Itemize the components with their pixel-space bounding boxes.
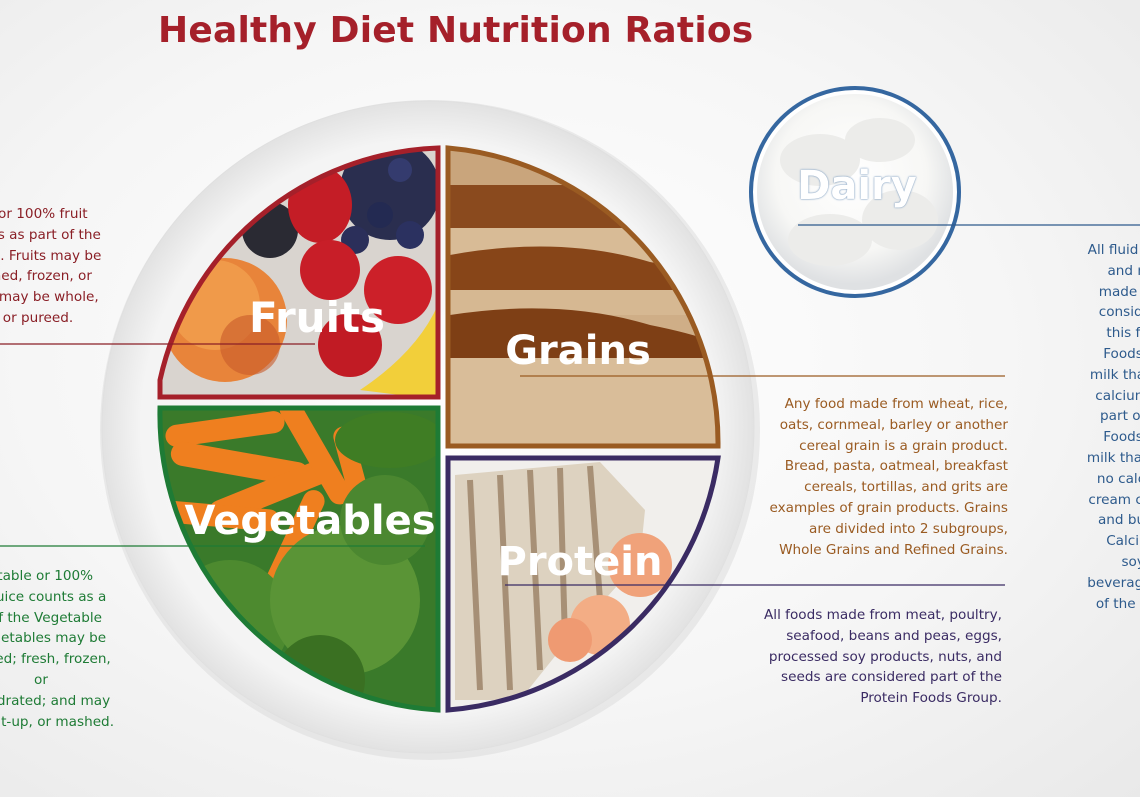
dairy-description-line: Foods ma bbox=[1103, 429, 1140, 446]
vegetables-description-line: or bbox=[34, 671, 48, 688]
dairy-description-line: beverage) is a bbox=[1087, 574, 1140, 591]
vegetables-description-line: ehydrated; and may bbox=[0, 692, 111, 709]
grains-description-line: Whole Grains and Refined Grains. bbox=[779, 541, 1008, 558]
vegetables-description: etable or 100% le juice counts as a r of t… bbox=[0, 566, 152, 732]
grains-label: Grains bbox=[505, 328, 651, 374]
dairy-description-line: and mar bbox=[1107, 262, 1140, 279]
vegetables-description-line: r of the Vegetable bbox=[0, 609, 102, 626]
dairy-description-line: milk that reta bbox=[1089, 366, 1140, 383]
protein-description-line: All foods made from meat, poultry, bbox=[764, 607, 1002, 623]
vegetables-description-line: e, cut-up, or mashed. bbox=[0, 713, 115, 730]
fruits-description-line: nd may be whole, bbox=[0, 289, 99, 306]
dairy-description-line: of the Dairy bbox=[1095, 595, 1140, 612]
vegetables-description-line: etable or 100% bbox=[0, 568, 94, 584]
leader-lines bbox=[0, 224, 1140, 586]
grains-description-line: cereal grain is a grain product. bbox=[799, 437, 1008, 454]
dairy-description-line: Foods ma bbox=[1103, 345, 1140, 362]
protein-description-line: Protein Foods Group. bbox=[860, 690, 1002, 707]
page-title: Healthy Diet Nutrition Ratios bbox=[158, 10, 754, 51]
grains-description-line: examples of grain products. Grains bbox=[769, 499, 1008, 516]
vegetables-description-line: Vegetables may be bbox=[0, 630, 107, 647]
dairy-description-line: All fluid milk p bbox=[1087, 242, 1140, 258]
dairy-description-line: milk that have bbox=[1086, 449, 1140, 466]
grains-description-line: Any food made from wheat, rice, bbox=[784, 396, 1008, 412]
dairy-description-line: cream cheese bbox=[1088, 491, 1140, 508]
vegetables-description-line: le juice counts as a bbox=[0, 588, 107, 605]
grains-description-line: Bread, pasta, oatmeal, breakfast bbox=[784, 458, 1008, 475]
protein-description-line: processed soy products, nuts, and bbox=[768, 648, 1002, 665]
fruits-description-line: t or 100% fruit bbox=[0, 206, 88, 222]
fruits-description-line: oup. Fruits may be bbox=[0, 247, 102, 264]
dairy-description-line: this food bbox=[1106, 325, 1140, 342]
grains-description-line: are divided into 2 subgroups, bbox=[808, 520, 1008, 537]
protein-description-line: seafood, beans and peas, eggs, bbox=[786, 627, 1002, 644]
grains-description-line: oats, cornmeal, barley or another bbox=[779, 416, 1008, 433]
fruits-label: Fruits bbox=[249, 293, 385, 342]
dairy-description-line: and butter, bbox=[1097, 512, 1140, 529]
dairy-description: All fluid milk p and mar made from consider… bbox=[1036, 240, 1140, 614]
fruits-description-line: or pureed. bbox=[2, 309, 74, 326]
dairy-label: Dairy bbox=[797, 163, 917, 209]
dairy-description-line: made from bbox=[1098, 283, 1140, 300]
dairy-description-line: calcium con bbox=[1095, 387, 1140, 404]
dairy-description-line: soyr bbox=[1121, 553, 1140, 570]
dairy-bowl bbox=[749, 86, 961, 298]
protein-description-line: seeds are considered part of the bbox=[781, 669, 1002, 686]
dairy-description-line: Calcium- bbox=[1106, 533, 1140, 550]
grains-description-line: cereals, tortillas, and grits are bbox=[804, 479, 1008, 496]
fruits-description: t or 100% fruit unts as part of the oup. F… bbox=[0, 204, 136, 329]
dairy-description-line: part of the bbox=[1100, 408, 1140, 425]
vegetables-description-line: ooked; fresh, frozen, bbox=[0, 651, 111, 668]
protein-label: Protein bbox=[498, 539, 663, 585]
vegetables-label: Vegetables bbox=[184, 498, 435, 544]
fruits-description-line: nned, frozen, or bbox=[0, 268, 92, 285]
protein-description: All foods made from meat, poultry, seafoo… bbox=[744, 605, 1002, 709]
fruits-segment bbox=[157, 145, 441, 400]
fruits-description-line: unts as part of the bbox=[0, 226, 101, 243]
dairy-description-line: no calcium, bbox=[1096, 470, 1140, 487]
grains-description: Any food made from wheat, rice, oats, cor… bbox=[752, 394, 1008, 560]
dairy-description-line: considered bbox=[1098, 304, 1140, 321]
